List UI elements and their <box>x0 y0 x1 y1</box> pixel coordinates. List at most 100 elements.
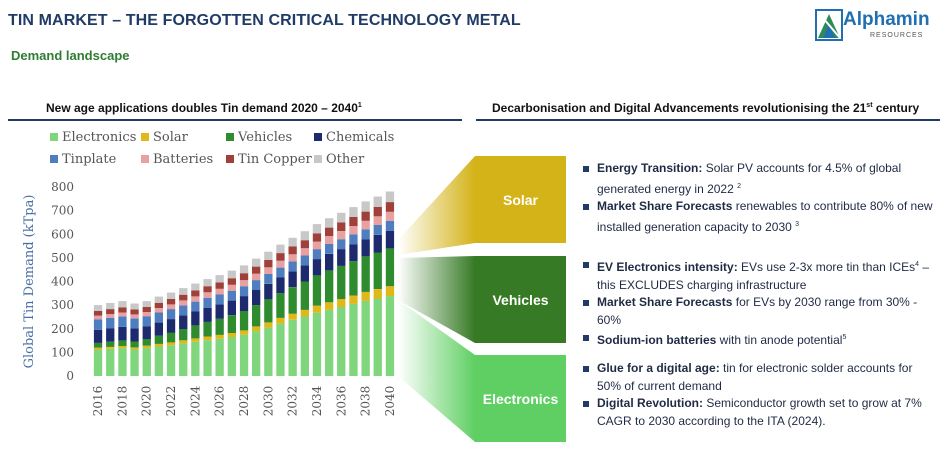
bar-segment <box>239 286 249 297</box>
bar-segment <box>300 240 309 249</box>
vehicles-box: Vehicles <box>475 256 566 343</box>
bar-segment <box>385 220 395 231</box>
left-panel-heading: New age applications doubles Tin demand … <box>46 101 362 115</box>
legend-swatch <box>141 133 149 141</box>
bar-segment <box>142 348 151 376</box>
right-panel-heading: Decarbonisation and Digital Advancements… <box>492 101 919 115</box>
bar-segment <box>361 229 370 240</box>
bar-segment <box>118 348 127 376</box>
connector-wedge <box>398 156 475 255</box>
legend-label: Other <box>326 152 365 167</box>
y-tick-label: 0 <box>66 369 74 383</box>
bar-segment <box>142 326 151 340</box>
x-tick-label: 2040 <box>383 386 397 417</box>
bar-segment <box>227 284 236 291</box>
bar-segment <box>264 322 273 328</box>
x-axis: 2016 2018 2020 2022 2024 2026 2028 2030 2032 2034… <box>91 385 397 416</box>
bar-segment <box>215 334 224 339</box>
bar-segment <box>325 227 334 237</box>
left-heading-sup: 1 <box>357 102 362 109</box>
bar-segment <box>385 230 395 249</box>
bar-segment <box>106 328 115 342</box>
bar-segment <box>130 309 139 315</box>
bullet-tail: – this EXCLUDES charging infrastructure <box>597 260 930 292</box>
bullet-sup: 4 <box>915 261 920 268</box>
bar-segment <box>337 239 346 250</box>
bar-segment <box>252 305 261 327</box>
legend-swatch <box>50 133 58 141</box>
bar-segment <box>154 308 163 313</box>
solar-bullets: Energy Transition: Solar PV accounts for… <box>583 160 933 236</box>
bar-segment <box>154 346 163 376</box>
bar-segment <box>312 275 322 306</box>
bar-segment <box>361 211 370 221</box>
bar-segment <box>385 296 395 376</box>
tin-demand-chart: Electronics Solar Vehicles Chemicals Tinplat… <box>22 130 475 442</box>
bullet-bold: Sodium-ion batteries <box>597 333 717 347</box>
bar-segment <box>264 283 273 300</box>
bar-segment <box>252 326 261 332</box>
y-tick-label: 800 <box>51 180 74 194</box>
bar-segment <box>118 301 127 308</box>
bar-segment <box>361 300 370 376</box>
right-heading-sup: st <box>866 102 873 109</box>
bar-segment <box>179 329 188 341</box>
bullet-text: Solar PV accounts for 4.5% of global gen… <box>597 161 902 196</box>
bar-segment <box>276 260 285 268</box>
bullet-bold: Energy Transition: <box>597 161 703 175</box>
bar-segment <box>130 341 139 348</box>
electronics-bullets: Glue for a digital age: tin for electron… <box>583 360 933 430</box>
bar-segment <box>142 307 151 312</box>
bar-segment <box>215 275 224 283</box>
bar-segment <box>166 319 176 333</box>
bar-segment <box>349 303 358 376</box>
legend-label: Chemicals <box>326 130 394 145</box>
bar-segment <box>203 321 212 337</box>
bar-segment <box>179 294 188 301</box>
connector-wedge <box>398 300 475 442</box>
company-logo <box>815 8 940 44</box>
bar-segment <box>288 287 297 314</box>
bar-segment <box>276 244 285 254</box>
bar-segment <box>93 311 103 316</box>
bar-segment <box>373 225 382 235</box>
bar-segment <box>93 305 103 311</box>
bar-segment <box>385 211 395 221</box>
bar-segment <box>227 278 236 285</box>
bar-segment <box>154 335 163 344</box>
bar-segment <box>288 261 297 272</box>
bullet-text: renewables to contribute 80% of new inst… <box>597 199 933 234</box>
bullet-text: with tin anode potential <box>716 333 843 347</box>
bar-segment <box>276 277 285 294</box>
bar-segment <box>264 260 273 268</box>
bar-segment <box>215 338 224 376</box>
bar-segment <box>385 202 395 212</box>
page-subtitle: Demand landscape <box>11 48 130 63</box>
bar-segment <box>130 303 139 310</box>
bar-segment <box>264 273 273 284</box>
bullet-bold: Market Share Forecasts <box>597 295 733 309</box>
bar-segment <box>312 305 322 313</box>
logo-wordmark: Alphamin <box>843 9 930 30</box>
x-tick-label: 2026 <box>213 386 227 417</box>
bar-segment <box>191 301 200 312</box>
bar-segment <box>227 333 236 337</box>
bar-segment <box>191 290 200 297</box>
chart-legend: Electronics Solar Vehicles Chemicals Tinplat… <box>50 130 394 167</box>
bar-segment <box>276 293 285 318</box>
x-tick-label: 2036 <box>334 386 348 417</box>
bar-segment <box>215 304 224 319</box>
bar-segment <box>288 313 297 320</box>
electronics-bullet: Glue for a digital age: tin for electron… <box>583 360 933 395</box>
x-tick-label: 2022 <box>164 386 178 417</box>
x-tick-label: 2020 <box>140 386 154 417</box>
logo-subtext: RESOURCES <box>870 32 924 39</box>
bullet-text: Semiconductor growth set to grow at 7% C… <box>597 396 922 428</box>
bar-segment <box>252 266 261 274</box>
bar-segment <box>142 312 151 317</box>
bar-segment <box>106 346 115 349</box>
bar-segment <box>203 297 212 308</box>
bar-segment <box>373 298 382 376</box>
chart-connectors <box>398 156 475 442</box>
bar-segment <box>106 314 115 318</box>
